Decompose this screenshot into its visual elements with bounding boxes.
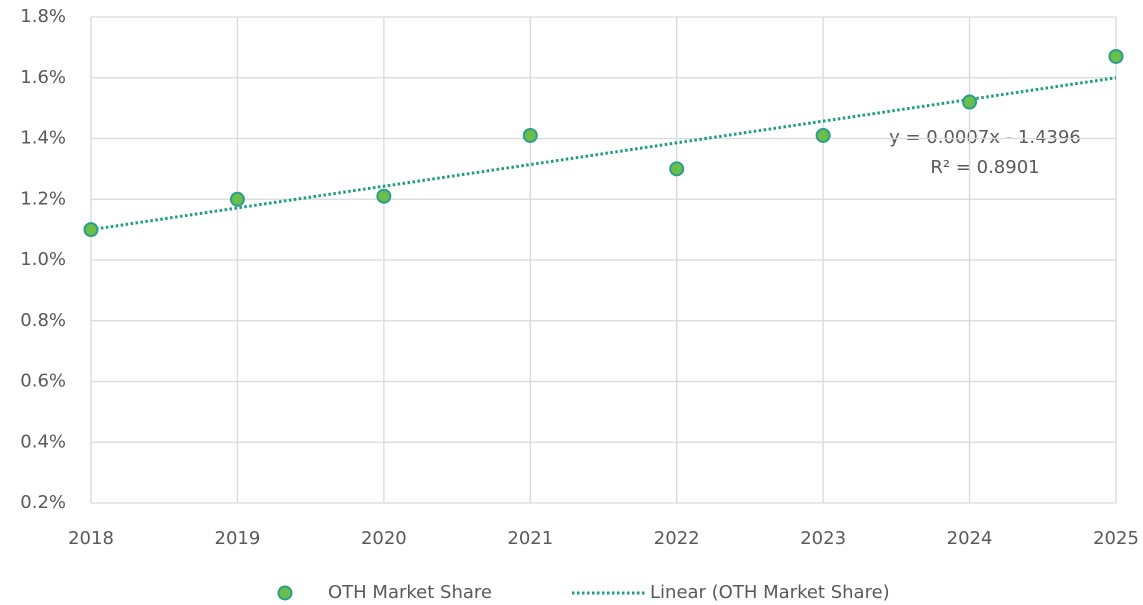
data-point: [376, 188, 392, 204]
data-point: [962, 94, 978, 110]
data-point: [83, 222, 99, 238]
y-tick-label: 1.2%: [20, 188, 66, 209]
x-tick-label: 2020: [361, 528, 407, 549]
y-tick-label: 1.6%: [20, 67, 66, 88]
data-point: [1108, 48, 1124, 64]
y-tick-label: 0.8%: [20, 310, 66, 331]
x-tick-label: 2025: [1093, 528, 1139, 549]
legend-marker: [277, 585, 293, 601]
y-tick-label: 1.8%: [20, 6, 66, 27]
y-tick-label: 1.0%: [20, 249, 66, 270]
x-tick-label: 2018: [68, 528, 114, 549]
legend-label: Linear (OTH Market Share): [650, 582, 890, 603]
trend-r-squared: R² = 0.8901: [930, 157, 1039, 178]
trend-equation: y = 0.0007x - 1.4396: [889, 127, 1081, 148]
y-tick-label: 0.4%: [20, 431, 66, 452]
data-point: [669, 161, 685, 177]
x-tick-label: 2024: [947, 528, 993, 549]
y-tick-label: 1.4%: [20, 128, 66, 149]
legend-label: OTH Market Share: [328, 582, 492, 603]
x-tick-label: 2019: [215, 528, 261, 549]
y-tick-label: 0.2%: [20, 492, 66, 513]
x-tick-label: 2023: [800, 528, 846, 549]
data-point: [229, 191, 245, 207]
x-tick-label: 2021: [507, 528, 553, 549]
data-point: [815, 127, 831, 143]
data-point: [522, 127, 538, 143]
x-tick-label: 2022: [654, 528, 700, 549]
y-tick-label: 0.6%: [20, 371, 66, 392]
